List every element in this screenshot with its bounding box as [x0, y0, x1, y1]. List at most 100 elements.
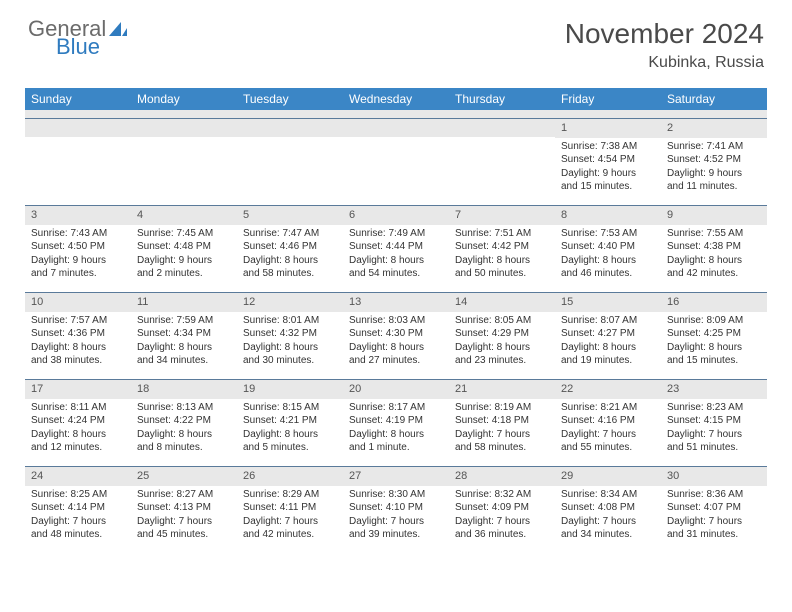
- day-number: 19: [237, 380, 343, 399]
- day-number: 20: [343, 380, 449, 399]
- day-line: Sunset: 4:11 PM: [243, 501, 337, 515]
- day-line: Sunset: 4:15 PM: [667, 414, 761, 428]
- week-row: 17Sunrise: 8:11 AMSunset: 4:24 PMDayligh…: [25, 379, 767, 466]
- day-header-cell: Monday: [131, 88, 237, 110]
- day-cell: [343, 119, 449, 205]
- day-line: and 2 minutes.: [137, 267, 231, 281]
- spacer-row: [25, 110, 767, 118]
- day-body: [131, 137, 237, 145]
- day-body: Sunrise: 7:45 AMSunset: 4:48 PMDaylight:…: [131, 225, 237, 287]
- week-row: 10Sunrise: 7:57 AMSunset: 4:36 PMDayligh…: [25, 292, 767, 379]
- day-number: 7: [449, 206, 555, 225]
- day-line: and 42 minutes.: [667, 267, 761, 281]
- day-body: Sunrise: 8:25 AMSunset: 4:14 PMDaylight:…: [25, 486, 131, 548]
- day-line: and 55 minutes.: [561, 441, 655, 455]
- day-line: Sunset: 4:36 PM: [31, 327, 125, 341]
- day-header-cell: Sunday: [25, 88, 131, 110]
- day-body: Sunrise: 8:13 AMSunset: 4:22 PMDaylight:…: [131, 399, 237, 461]
- day-line: Sunrise: 7:53 AM: [561, 227, 655, 241]
- day-line: Daylight: 7 hours: [561, 515, 655, 529]
- day-cell: 25Sunrise: 8:27 AMSunset: 4:13 PMDayligh…: [131, 467, 237, 553]
- day-line: Sunrise: 8:17 AM: [349, 401, 443, 415]
- day-line: Sunset: 4:24 PM: [31, 414, 125, 428]
- day-line: Daylight: 8 hours: [137, 341, 231, 355]
- week-row: 24Sunrise: 8:25 AMSunset: 4:14 PMDayligh…: [25, 466, 767, 553]
- day-line: Sunset: 4:22 PM: [137, 414, 231, 428]
- day-line: Daylight: 7 hours: [455, 515, 549, 529]
- day-number: 9: [661, 206, 767, 225]
- day-body: Sunrise: 7:47 AMSunset: 4:46 PMDaylight:…: [237, 225, 343, 287]
- day-number: 15: [555, 293, 661, 312]
- day-line: and 38 minutes.: [31, 354, 125, 368]
- day-body: Sunrise: 8:21 AMSunset: 4:16 PMDaylight:…: [555, 399, 661, 461]
- day-number: 21: [449, 380, 555, 399]
- calendar: SundayMondayTuesdayWednesdayThursdayFrid…: [25, 88, 767, 553]
- logo: General Blue: [28, 18, 127, 58]
- day-cell: 21Sunrise: 8:19 AMSunset: 4:18 PMDayligh…: [449, 380, 555, 466]
- day-line: and 1 minute.: [349, 441, 443, 455]
- day-line: Daylight: 8 hours: [31, 428, 125, 442]
- day-line: Sunset: 4:30 PM: [349, 327, 443, 341]
- day-body: Sunrise: 8:34 AMSunset: 4:08 PMDaylight:…: [555, 486, 661, 548]
- day-line: Sunrise: 7:38 AM: [561, 140, 655, 154]
- day-cell: 24Sunrise: 8:25 AMSunset: 4:14 PMDayligh…: [25, 467, 131, 553]
- day-body: [237, 137, 343, 145]
- day-cell: 27Sunrise: 8:30 AMSunset: 4:10 PMDayligh…: [343, 467, 449, 553]
- day-body: Sunrise: 8:32 AMSunset: 4:09 PMDaylight:…: [449, 486, 555, 548]
- day-line: Daylight: 7 hours: [667, 428, 761, 442]
- day-cell: 20Sunrise: 8:17 AMSunset: 4:19 PMDayligh…: [343, 380, 449, 466]
- day-line: Sunrise: 8:07 AM: [561, 314, 655, 328]
- day-line: Sunset: 4:44 PM: [349, 240, 443, 254]
- day-body: Sunrise: 8:11 AMSunset: 4:24 PMDaylight:…: [25, 399, 131, 461]
- day-number: 17: [25, 380, 131, 399]
- day-body: Sunrise: 7:38 AMSunset: 4:54 PMDaylight:…: [555, 138, 661, 200]
- day-line: Sunset: 4:07 PM: [667, 501, 761, 515]
- day-line: Daylight: 8 hours: [667, 254, 761, 268]
- location: Kubinka, Russia: [565, 54, 764, 72]
- day-line: and 58 minutes.: [455, 441, 549, 455]
- day-line: Sunrise: 8:23 AM: [667, 401, 761, 415]
- day-line: Sunset: 4:08 PM: [561, 501, 655, 515]
- day-line: Sunrise: 8:13 AM: [137, 401, 231, 415]
- day-number: 11: [131, 293, 237, 312]
- day-number: 13: [343, 293, 449, 312]
- day-body: Sunrise: 8:15 AMSunset: 4:21 PMDaylight:…: [237, 399, 343, 461]
- day-line: Daylight: 8 hours: [349, 254, 443, 268]
- day-line: and 54 minutes.: [349, 267, 443, 281]
- day-line: and 5 minutes.: [243, 441, 337, 455]
- day-cell: 14Sunrise: 8:05 AMSunset: 4:29 PMDayligh…: [449, 293, 555, 379]
- day-line: Daylight: 8 hours: [349, 341, 443, 355]
- logo-part2: Blue: [56, 36, 127, 58]
- logo-text: General Blue: [28, 18, 127, 58]
- day-header-row: SundayMondayTuesdayWednesdayThursdayFrid…: [25, 88, 767, 110]
- day-line: and 23 minutes.: [455, 354, 549, 368]
- day-body: Sunrise: 8:17 AMSunset: 4:19 PMDaylight:…: [343, 399, 449, 461]
- day-body: [25, 137, 131, 145]
- weeks-container: 1Sunrise: 7:38 AMSunset: 4:54 PMDaylight…: [25, 118, 767, 553]
- day-body: Sunrise: 7:53 AMSunset: 4:40 PMDaylight:…: [555, 225, 661, 287]
- day-cell: 13Sunrise: 8:03 AMSunset: 4:30 PMDayligh…: [343, 293, 449, 379]
- day-line: Sunrise: 7:55 AM: [667, 227, 761, 241]
- day-number: 8: [555, 206, 661, 225]
- day-number-empty: [131, 119, 237, 137]
- day-body: Sunrise: 8:07 AMSunset: 4:27 PMDaylight:…: [555, 312, 661, 374]
- day-line: Sunrise: 8:21 AM: [561, 401, 655, 415]
- day-body: Sunrise: 7:59 AMSunset: 4:34 PMDaylight:…: [131, 312, 237, 374]
- day-line: and 12 minutes.: [31, 441, 125, 455]
- day-line: Sunrise: 8:32 AM: [455, 488, 549, 502]
- day-number: 5: [237, 206, 343, 225]
- day-body: Sunrise: 8:09 AMSunset: 4:25 PMDaylight:…: [661, 312, 767, 374]
- day-number: 29: [555, 467, 661, 486]
- day-number: 16: [661, 293, 767, 312]
- day-cell: 17Sunrise: 8:11 AMSunset: 4:24 PMDayligh…: [25, 380, 131, 466]
- day-line: and 8 minutes.: [137, 441, 231, 455]
- day-line: Daylight: 9 hours: [667, 167, 761, 181]
- day-line: Daylight: 7 hours: [137, 515, 231, 529]
- day-body: Sunrise: 7:49 AMSunset: 4:44 PMDaylight:…: [343, 225, 449, 287]
- day-cell: 16Sunrise: 8:09 AMSunset: 4:25 PMDayligh…: [661, 293, 767, 379]
- day-line: Sunrise: 7:59 AM: [137, 314, 231, 328]
- day-number: 25: [131, 467, 237, 486]
- day-line: Daylight: 9 hours: [137, 254, 231, 268]
- day-line: Daylight: 7 hours: [349, 515, 443, 529]
- day-cell: 6Sunrise: 7:49 AMSunset: 4:44 PMDaylight…: [343, 206, 449, 292]
